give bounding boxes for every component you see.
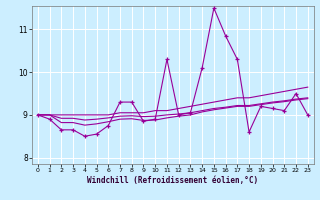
X-axis label: Windchill (Refroidissement éolien,°C): Windchill (Refroidissement éolien,°C)	[87, 176, 258, 185]
